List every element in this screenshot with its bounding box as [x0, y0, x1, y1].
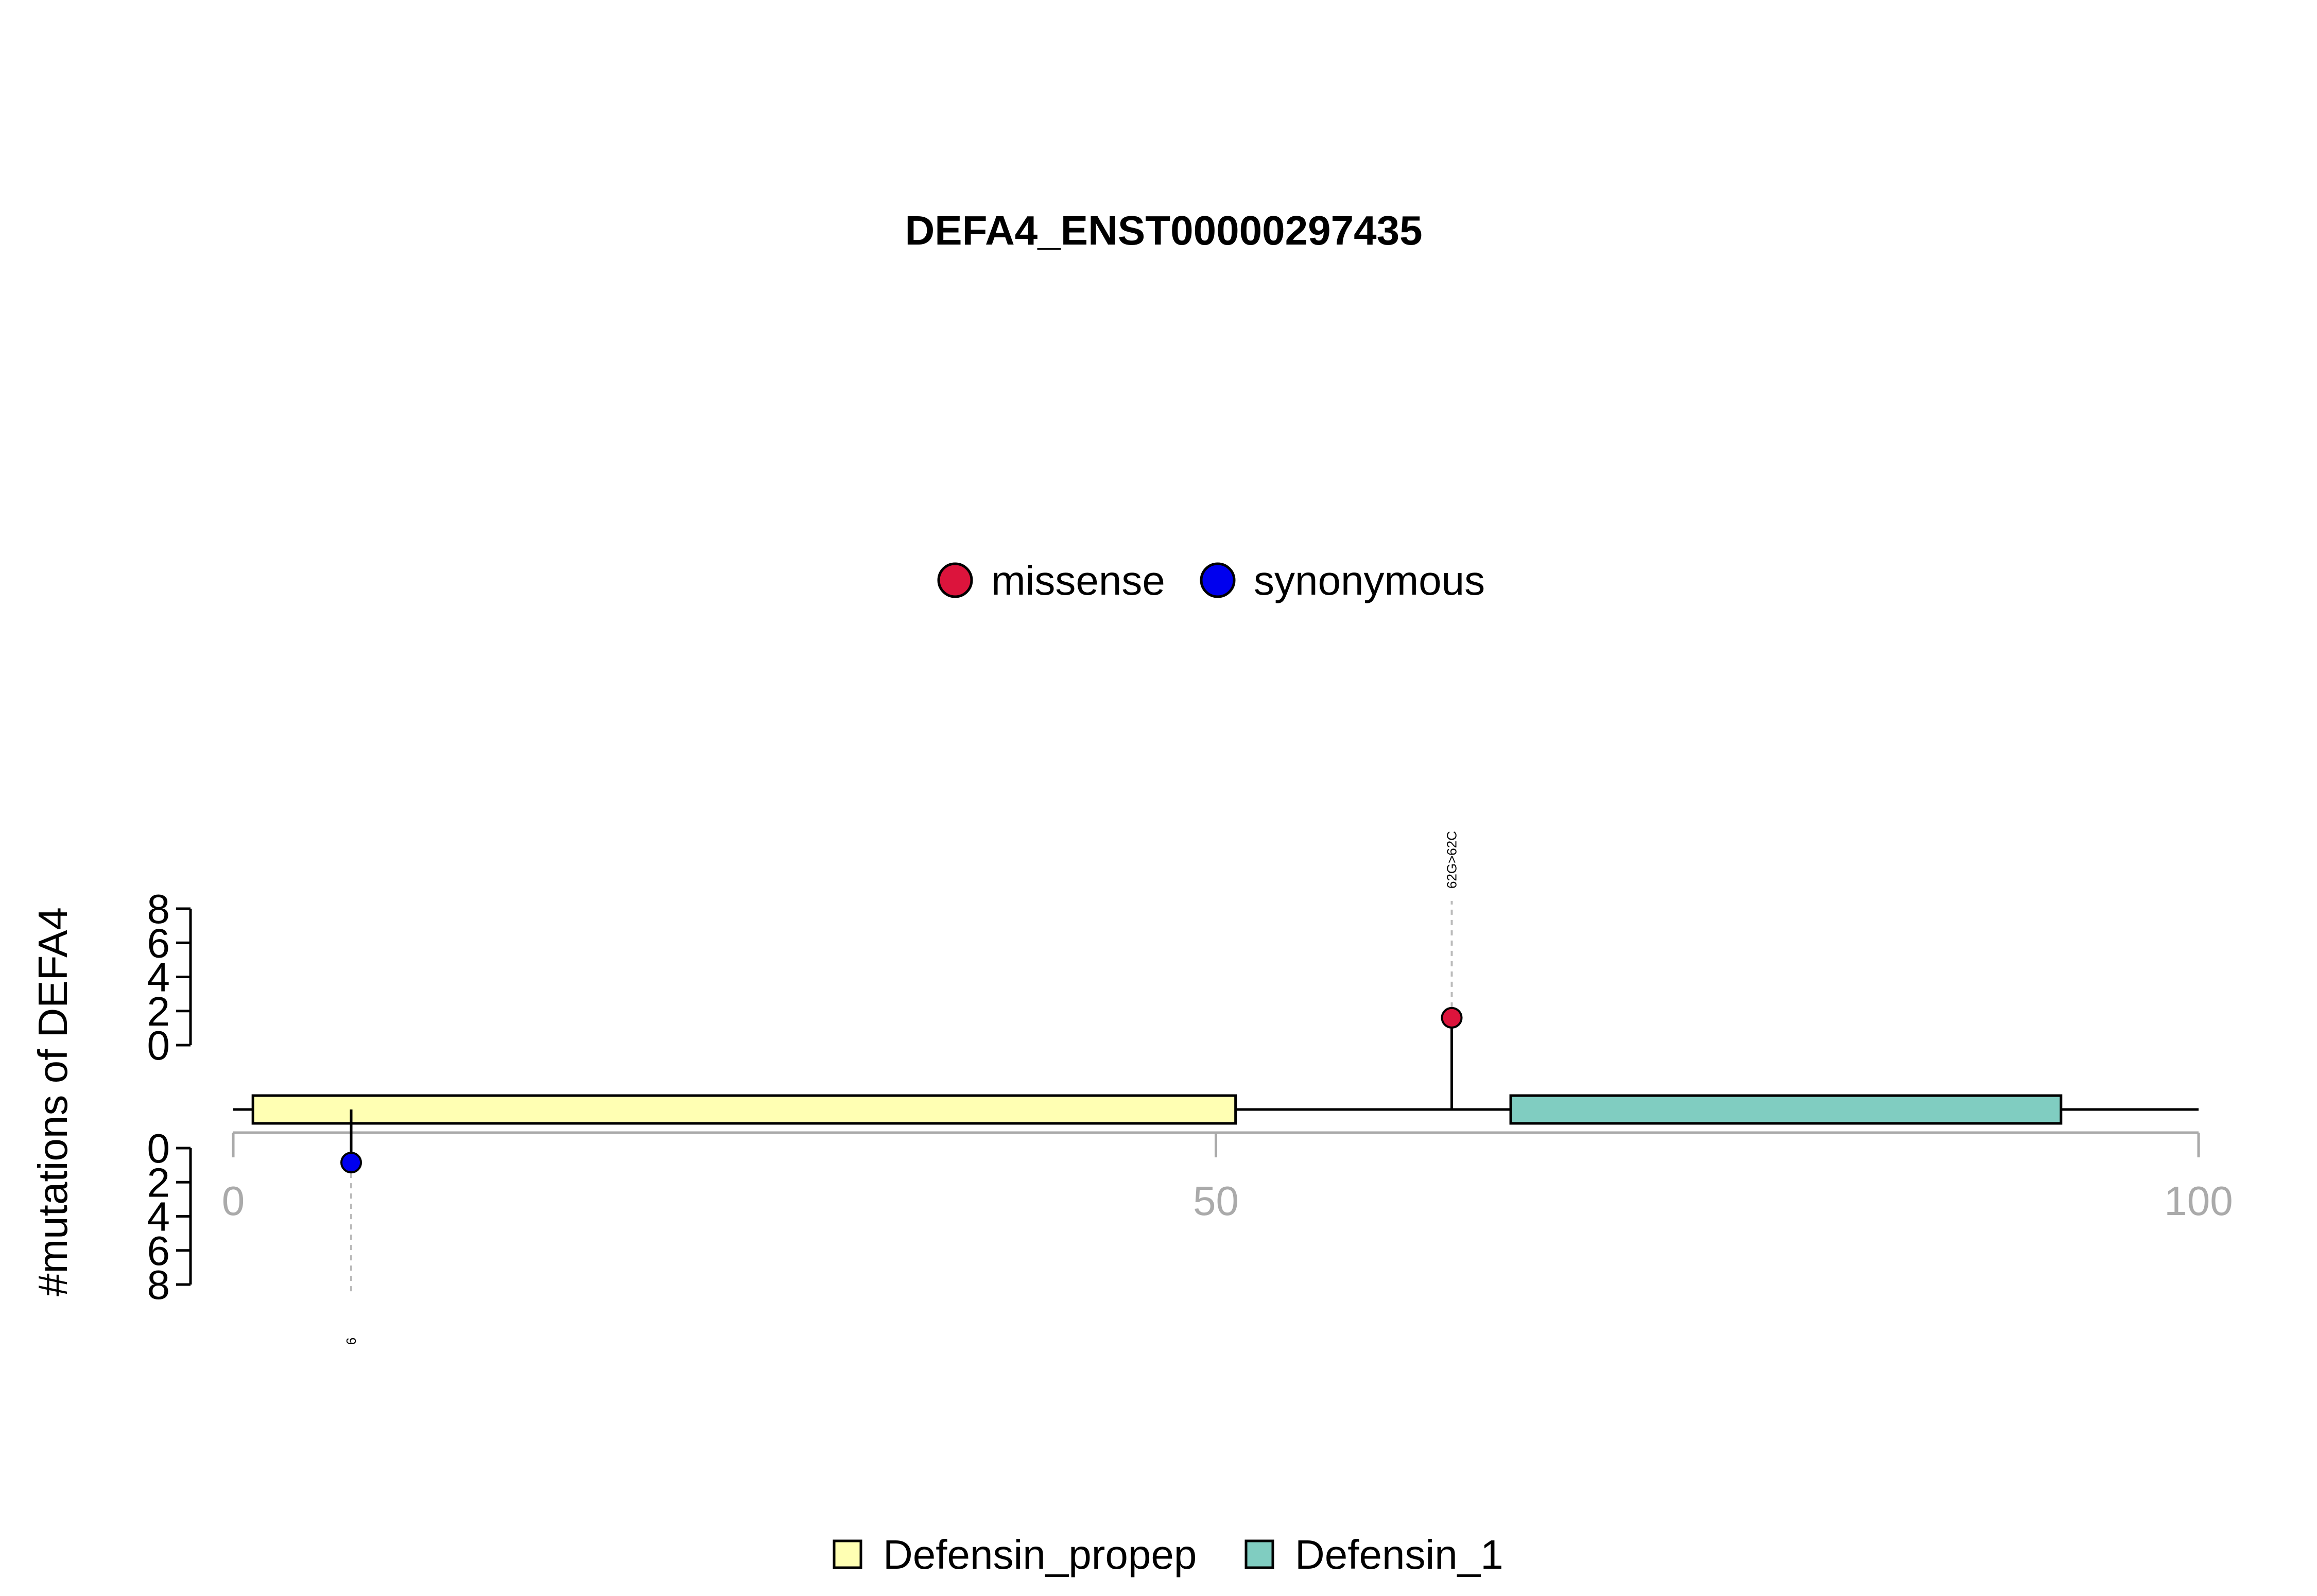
- y-tick-label-top-4: 4: [147, 955, 170, 1000]
- legend-label-Defensin_propep: Defensin_propep: [883, 1532, 1197, 1577]
- legend-swatch-Defensin_1: [1244, 1539, 1274, 1569]
- domains: [251, 1094, 2063, 1125]
- legend-label-missense: missense: [991, 558, 1165, 603]
- mutation-label-1: 6: [343, 1338, 359, 1345]
- mutation-label-0: 62G>62C: [1444, 831, 1460, 889]
- y-tick-label-bottom-8: 8: [147, 1262, 170, 1308]
- y-tick-label-bottom-0: 0: [147, 1125, 170, 1171]
- domain-Defensin_1: [1509, 1094, 2063, 1125]
- domain-Defensin_propep: [251, 1094, 1237, 1125]
- legend-label-Defensin_1: Defensin_1: [1295, 1532, 1503, 1577]
- domain-legend: Defensin_propep Defensin_1: [833, 1532, 1503, 1577]
- y-tick-label-top-6: 6: [147, 920, 170, 966]
- legend-label-synonymous: synonymous: [1254, 558, 1485, 603]
- y-tick-label-bottom-2: 2: [147, 1159, 170, 1205]
- y-tick-label-bottom-4: 4: [147, 1194, 170, 1240]
- mutation-legend: missense synonymous: [937, 558, 1485, 603]
- legend-swatch-Defensin_propep: [833, 1539, 862, 1569]
- legend-marker-synonymous: [1200, 562, 1236, 598]
- x-axis: 0 50 100: [222, 1131, 2233, 1224]
- mutation-point-0: [1441, 1007, 1463, 1029]
- chart-title: DEFA4_ENST00000297435: [905, 207, 1422, 253]
- y-tick-label-bottom-6: 6: [147, 1228, 170, 1274]
- x-tick-label-50: 50: [1193, 1178, 1239, 1224]
- y-tick-label-top-0: 0: [147, 1022, 170, 1068]
- y-axis-label: #mutations of DEFA4: [30, 907, 76, 1296]
- y-tick-label-top-8: 8: [147, 886, 170, 932]
- mutations: 62G>62C 6: [340, 831, 1463, 1345]
- legend-marker-missense: [937, 562, 973, 598]
- y-tick-label-top-2: 2: [147, 988, 170, 1034]
- x-tick-label-0: 0: [222, 1178, 245, 1224]
- mutation-point-1: [340, 1152, 362, 1174]
- x-tick-label-100: 100: [2164, 1178, 2233, 1224]
